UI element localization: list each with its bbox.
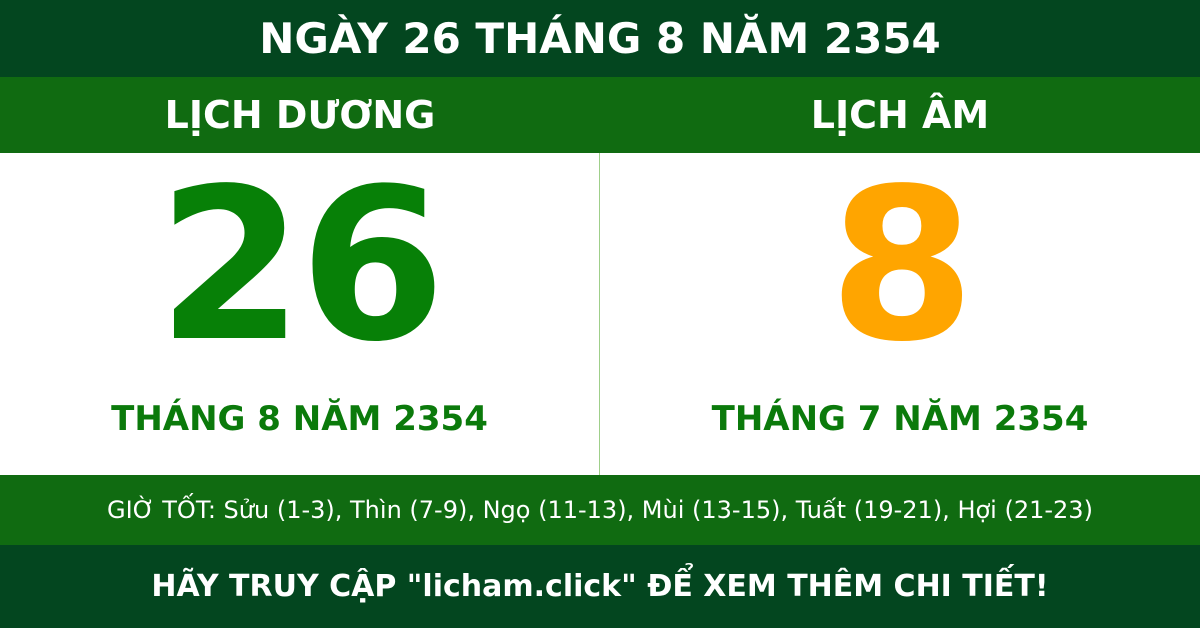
solar-month-year: THÁNG 8 NĂM 2354 bbox=[111, 399, 488, 439]
page-title: NGÀY 26 THÁNG 8 NĂM 2354 bbox=[0, 0, 1200, 77]
good-hours: GIỜ TỐT: Sửu (1-3), Thìn (7-9), Ngọ (11-… bbox=[0, 475, 1200, 545]
solar-calendar-label: LỊCH DƯƠNG bbox=[164, 93, 436, 137]
lunar-day: 8 bbox=[828, 143, 975, 388]
solar-day: 26 bbox=[157, 143, 445, 388]
lunar-calendar-label: LỊCH ÂM bbox=[810, 93, 990, 137]
footer-cta: HÃY TRUY CẬP "licham.click" ĐỂ XEM THÊM … bbox=[0, 545, 1200, 628]
lunar-month-year: THÁNG 7 NĂM 2354 bbox=[711, 399, 1089, 439]
calendar-headers: LỊCH DƯƠNG LỊCH ÂM bbox=[0, 77, 1200, 153]
calendar-body: 26 THÁNG 8 NĂM 2354 8 THÁNG 7 NĂM 2354 bbox=[0, 153, 1200, 475]
solar-panel: 26 THÁNG 8 NĂM 2354 bbox=[0, 153, 600, 475]
lunar-panel: 8 THÁNG 7 NĂM 2354 bbox=[600, 153, 1200, 475]
